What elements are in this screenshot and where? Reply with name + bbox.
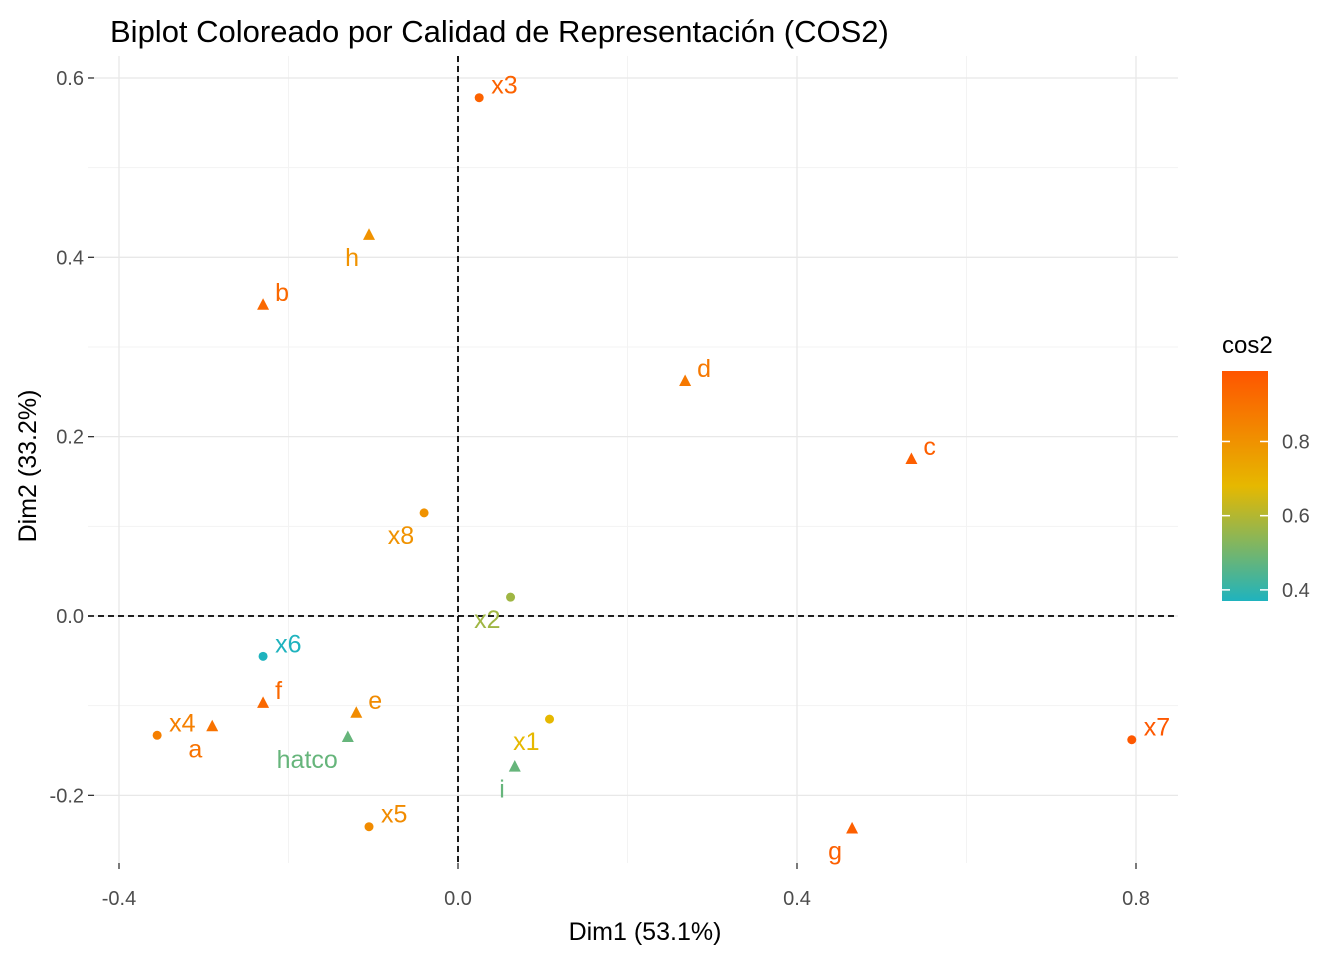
x-tick-label: 0.4: [783, 888, 811, 910]
point-label: a: [188, 735, 202, 763]
point-label: f: [275, 677, 282, 705]
point-label: e: [368, 687, 382, 715]
individual-point: [206, 719, 219, 732]
individual-point: [257, 298, 270, 310]
variable-point: [258, 651, 268, 661]
variable-point: [545, 714, 555, 724]
point-label: x7: [1144, 714, 1170, 742]
individual-point: [350, 706, 363, 718]
point-label: x4: [169, 709, 196, 737]
x-axis-title: Dim1 (53.1%): [569, 918, 722, 946]
individual-point: [363, 228, 376, 240]
legend-tick-label: 0.6: [1282, 506, 1310, 528]
point-label: i: [499, 776, 505, 804]
point-label: g: [828, 838, 842, 866]
grid: [88, 56, 1178, 863]
legend-colorbar: [1222, 371, 1268, 601]
variable-point: [506, 592, 516, 602]
point-label: x8: [388, 522, 414, 550]
point-label: x2: [474, 606, 500, 634]
variable-point: [152, 730, 162, 740]
data-points: [152, 93, 1137, 834]
point-label: c: [923, 433, 936, 461]
legend-tick-label: 0.8: [1282, 431, 1310, 453]
y-axis-title: Dim2 (33.2%): [14, 390, 42, 543]
y-tick-label: 0.0: [56, 606, 84, 628]
individual-point: [257, 696, 270, 708]
legend-tick-label: 0.4: [1282, 580, 1310, 602]
y-tick-label: 0.4: [56, 247, 84, 269]
axis-ticks: -0.4 0.0 0.4 0.8 -0.2 0.0 0.2 0.4 0.6: [50, 68, 1150, 910]
x-tick-label: 0.8: [1122, 888, 1150, 910]
reference-lines: [88, 56, 1178, 863]
point-label: x3: [491, 72, 517, 100]
individual-point: [341, 730, 354, 743]
individual-point: [905, 452, 918, 465]
legend: cos2 0.4 0.6 0.8: [1222, 332, 1310, 602]
variable-point: [1127, 735, 1137, 745]
y-tick-label: 0.6: [56, 68, 84, 90]
variable-point: [474, 93, 484, 103]
chart-title: Biplot Coloreado por Calidad de Represen…: [110, 14, 889, 49]
legend-ticks: 0.4 0.6 0.8: [1222, 431, 1310, 602]
y-tick-label: 0.2: [56, 427, 84, 449]
y-tick-label: -0.2: [50, 785, 84, 807]
individual-point: [846, 821, 859, 834]
point-label: x1: [513, 728, 539, 756]
individual-point: [679, 374, 692, 387]
variable-point: [419, 508, 429, 518]
point-label: h: [345, 244, 359, 272]
x-tick-label: -0.4: [102, 888, 136, 910]
legend-title: cos2: [1222, 332, 1273, 359]
point-label: d: [697, 355, 711, 383]
x-tick-label: 0.0: [444, 888, 472, 910]
variable-point: [364, 822, 374, 832]
point-label: hatco: [277, 746, 338, 774]
point-label: b: [275, 279, 289, 307]
individual-point: [508, 760, 521, 772]
point-label: x5: [381, 801, 407, 829]
point-label: x6: [275, 630, 301, 658]
point-labels: x3 x8 x2 x6 x4 x1 x5 x7 h b d c f e a hatco i g: [169, 72, 1170, 866]
